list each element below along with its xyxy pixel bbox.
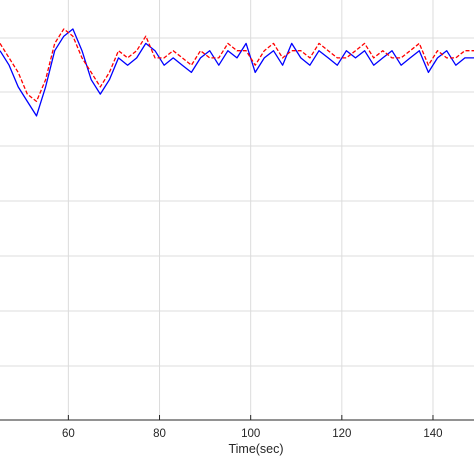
grid [0, 0, 474, 420]
x-axis-title: Time(sec) [228, 442, 283, 456]
x-tick-label-80: 80 [153, 428, 166, 440]
x-tick-label-120: 120 [332, 428, 351, 440]
series-group [0, 28, 474, 117]
series-line-blue-solid [0, 28, 474, 117]
x-tick-label-60: 60 [62, 428, 75, 440]
x-tick-label-100: 100 [241, 428, 260, 440]
x-tick-label-140: 140 [423, 428, 442, 440]
x-tick-labels: 60 80 100 120 140 [62, 415, 443, 440]
series-line-red-dashed [0, 28, 474, 103]
